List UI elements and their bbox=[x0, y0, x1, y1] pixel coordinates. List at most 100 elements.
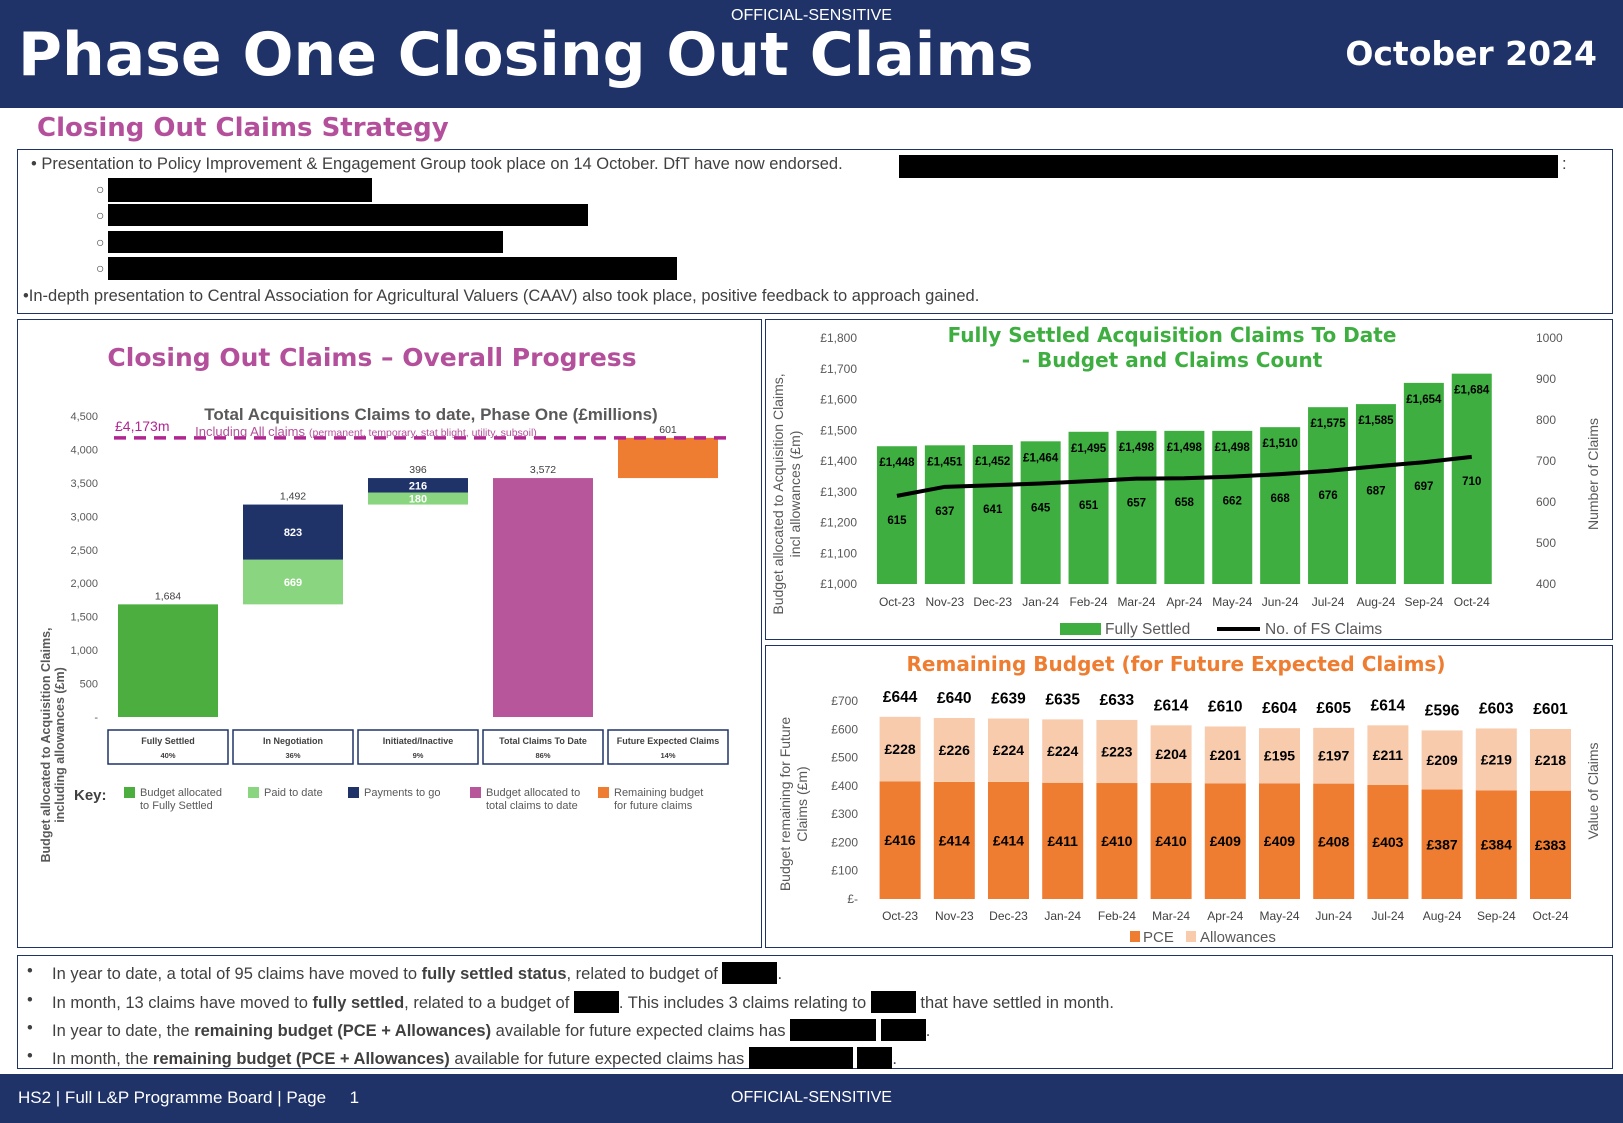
reference-line-label: £4,173m bbox=[115, 418, 169, 434]
total-value-label: £633 bbox=[1100, 692, 1135, 709]
bar-value-label: £1,510 bbox=[1263, 438, 1298, 450]
key-label-line1: Paid to date bbox=[264, 787, 323, 799]
claims-count-label: 637 bbox=[935, 506, 954, 518]
bar-value-label: £1,451 bbox=[927, 456, 963, 468]
remaining-budget-chart: Remaining Budget (for Future Expected Cl… bbox=[777, 652, 1601, 946]
allowances-bar bbox=[1096, 719, 1138, 784]
settled-bar bbox=[1260, 427, 1301, 584]
settled-bar bbox=[972, 445, 1013, 584]
bullet-marker: • bbox=[27, 1047, 33, 1065]
claims-count-label: 668 bbox=[1271, 493, 1291, 505]
y-tick-label: £200 bbox=[831, 835, 858, 849]
allowances-value-label: £223 bbox=[1101, 743, 1132, 759]
claims-count-label: 658 bbox=[1175, 497, 1195, 509]
x-tick-label: May-24 bbox=[1259, 909, 1299, 923]
footer-classification: OFFICIAL-SENSITIVE bbox=[731, 1089, 892, 1106]
total-value-label: £614 bbox=[1154, 697, 1189, 714]
allowances-bar bbox=[1259, 728, 1300, 784]
y-tick-label: £400 bbox=[831, 779, 858, 793]
y2-tick-label: 700 bbox=[1536, 454, 1556, 468]
bar-total-label: 396 bbox=[409, 464, 427, 476]
report-month: October 2024 bbox=[1345, 34, 1597, 73]
y-axis-label-line1: Budget allocated to Acquisition Claims, bbox=[770, 373, 786, 614]
settled-bar bbox=[1355, 404, 1396, 584]
key-label-line1: Remaining budget bbox=[614, 787, 703, 799]
x-tick-label: Oct-24 bbox=[1454, 595, 1490, 609]
key-swatch bbox=[470, 787, 481, 798]
pce-bar bbox=[1096, 783, 1138, 899]
segment-value-label: 669 bbox=[284, 577, 302, 589]
bar-value-label: £1,575 bbox=[1310, 418, 1346, 430]
waterfall-bar-segment bbox=[368, 478, 468, 493]
pce-bar bbox=[879, 781, 921, 899]
y-tick-label: £1,500 bbox=[820, 423, 857, 437]
total-value-label: £610 bbox=[1208, 698, 1242, 715]
sub-bullet-marker: ○ bbox=[96, 234, 105, 250]
claims-count-line bbox=[896, 454, 1472, 498]
waterfall-bar-segment bbox=[493, 478, 593, 717]
page-title: Phase One Closing Out Claims bbox=[18, 20, 1034, 90]
x-tick-label: Feb-24 bbox=[1098, 909, 1136, 923]
allowances-value-label: £195 bbox=[1264, 748, 1295, 764]
claims-count-label: 651 bbox=[1079, 500, 1099, 512]
legend-swatch-allowances bbox=[1186, 931, 1196, 942]
strategy-title: Closing Out Claims Strategy bbox=[37, 113, 449, 143]
category-box bbox=[482, 729, 604, 765]
allowances-bar bbox=[1042, 719, 1084, 783]
y-tick-label: £1,200 bbox=[820, 516, 857, 530]
allowances-bar bbox=[1530, 729, 1571, 791]
allowances-value-label: £201 bbox=[1210, 747, 1241, 763]
bullet-bold: fully settled bbox=[312, 994, 405, 1012]
allowances-value-label: £209 bbox=[1427, 752, 1458, 768]
settled-bar bbox=[876, 446, 917, 584]
y-tick-label: £700 bbox=[831, 694, 858, 708]
y-tick-label: 1,500 bbox=[70, 612, 98, 624]
allowances-bar bbox=[1150, 725, 1192, 784]
claims-count-label: 615 bbox=[887, 515, 907, 527]
bar-value-label: £1,654 bbox=[1406, 394, 1442, 406]
pce-value-label: £410 bbox=[1101, 833, 1132, 849]
redaction-block bbox=[108, 257, 677, 280]
settled-bar bbox=[1403, 382, 1444, 584]
x-tick-label: Jul-24 bbox=[1372, 909, 1405, 923]
x-tick-label: Nov-23 bbox=[926, 595, 965, 609]
claims-count-label: 710 bbox=[1462, 476, 1481, 488]
pce-bar bbox=[1367, 785, 1409, 899]
bullet-text: , related to budget of bbox=[566, 965, 718, 983]
pce-value-label: £384 bbox=[1481, 837, 1512, 853]
y-axis-label-line1: Budget remaining for Future bbox=[777, 717, 793, 892]
pce-value-label: £387 bbox=[1427, 836, 1458, 852]
bullet-text: . This includes 3 claims relating to bbox=[618, 994, 867, 1012]
pce-value-label: £416 bbox=[885, 832, 916, 848]
bar-total-label: 1,684 bbox=[155, 590, 181, 602]
pce-value-label: £411 bbox=[1048, 833, 1079, 849]
allowances-value-label: £211 bbox=[1373, 747, 1404, 763]
y-tick-label: 4,000 bbox=[70, 444, 98, 456]
allowances-bar bbox=[879, 716, 921, 782]
settled-bar bbox=[1451, 373, 1492, 584]
allowances-value-label: £228 bbox=[885, 741, 916, 757]
total-value-label: £640 bbox=[937, 690, 971, 707]
settled-bar bbox=[1020, 441, 1061, 584]
x-tick-label: Jun-24 bbox=[1262, 595, 1299, 609]
y-tick-label: £1,000 bbox=[820, 577, 857, 591]
legend-pce: PCE bbox=[1143, 929, 1174, 946]
chart-title: Total Acquisitions Claims to date, Phase… bbox=[204, 405, 657, 424]
y-tick-label: 3,000 bbox=[70, 511, 98, 523]
redaction-block bbox=[108, 231, 503, 253]
bar-value-label: £1,585 bbox=[1358, 415, 1394, 427]
pce-value-label: £408 bbox=[1318, 833, 1349, 849]
y2-tick-label: 400 bbox=[1536, 577, 1556, 591]
x-tick-label: Feb-24 bbox=[1070, 595, 1108, 609]
category-label: Total Claims To Date bbox=[499, 736, 587, 746]
category-box bbox=[357, 729, 479, 765]
pce-bar bbox=[988, 781, 1029, 899]
x-tick-label: Dec-23 bbox=[989, 909, 1028, 923]
legend-swatch-pce bbox=[1130, 931, 1140, 942]
total-value-label: £639 bbox=[991, 691, 1026, 708]
allowances-value-label: £224 bbox=[993, 742, 1024, 758]
allowances-bar bbox=[1367, 725, 1409, 786]
chart-subtitle-detail: (permanent, temporary, stat blight, util… bbox=[309, 427, 537, 439]
x-tick-label: Dec-23 bbox=[973, 595, 1012, 609]
y-tick-label: 2,000 bbox=[70, 578, 98, 590]
